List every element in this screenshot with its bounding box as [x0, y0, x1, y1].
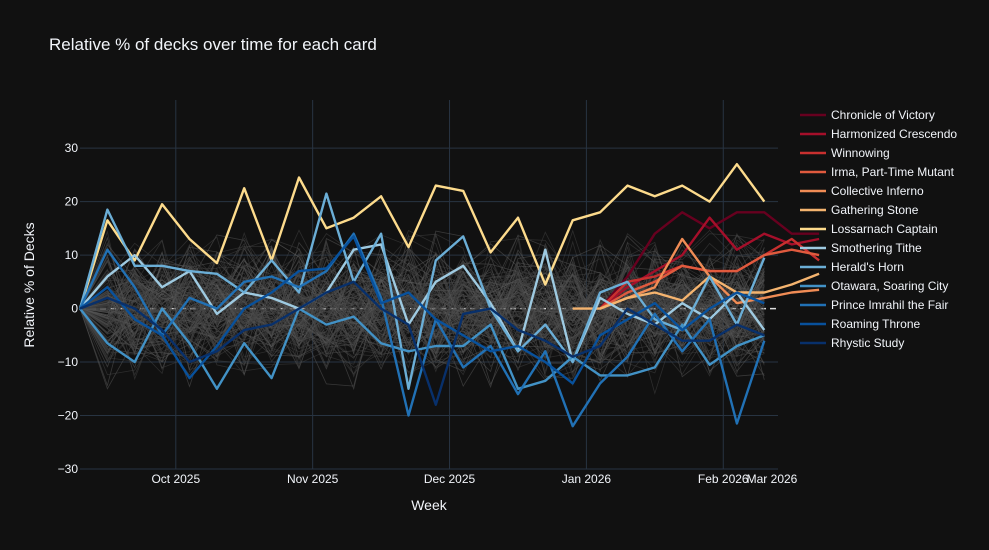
series-line-11	[79, 235, 765, 385]
legend-item[interactable]: Roaming Throne	[800, 317, 920, 331]
series-line-9	[79, 307, 765, 390]
legend-item[interactable]: Rhystic Study	[800, 336, 904, 350]
series-lines	[78, 162, 820, 428]
background-card-line	[79, 231, 765, 344]
legend-item[interactable]: Prince Imrahil the Fair	[800, 298, 948, 312]
legend-label: Chronicle of Victory	[831, 108, 935, 122]
series-line-5	[572, 272, 820, 310]
x-axis-ticks: Oct 2025 Nov 2025 Dec 2025 Jan 2026 Feb 2026…	[151, 472, 797, 486]
x-tick-label: Oct 2025	[151, 472, 200, 486]
y-axis-ticks: −30 −20 −10 0 10 20 30	[58, 141, 79, 476]
y-tick-label: −20	[58, 409, 79, 423]
legend[interactable]: Chronicle of Victory Harmonized Crescendo…	[800, 108, 957, 350]
background-card-line	[79, 283, 765, 374]
background-card-line	[79, 244, 765, 338]
legend-item[interactable]: Chronicle of Victory	[800, 108, 935, 122]
y-tick-label: 10	[65, 248, 79, 262]
legend-label: Prince Imrahil the Fair	[831, 298, 948, 312]
series-line-6	[78, 162, 766, 309]
series-line-12	[79, 280, 765, 406]
y-tick-label: −10	[58, 355, 79, 369]
legend-item[interactable]: Herald's Horn	[800, 260, 904, 274]
x-tick-label: Mar 2026	[747, 472, 798, 486]
legend-item[interactable]: Smothering Tithe	[800, 241, 922, 255]
series-line-1	[599, 216, 820, 310]
x-tick-label: Jan 2026	[562, 472, 612, 486]
background-card-line	[79, 230, 765, 345]
legend-label: Rhystic Study	[831, 336, 904, 350]
background-card-line	[79, 233, 765, 350]
legend-item[interactable]: Collective Inferno	[800, 184, 924, 198]
legend-label: Harmonized Crescendo	[831, 127, 957, 141]
y-axis-title: Relative % of Decks	[21, 222, 37, 347]
legend-label: Lossarnach Captain	[831, 222, 938, 236]
series-line-0	[599, 211, 820, 310]
background-card-line	[79, 229, 765, 351]
legend-label: Winnowing	[831, 146, 890, 160]
background-card-line	[79, 233, 765, 362]
chart-title: Relative % of decks over time for each c…	[49, 35, 377, 54]
x-tick-label: Dec 2025	[424, 472, 476, 486]
legend-label: Herald's Horn	[831, 260, 904, 274]
legend-item[interactable]: Gathering Stone	[800, 203, 919, 217]
series-line-8	[78, 192, 766, 390]
legend-label: Collective Inferno	[831, 184, 924, 198]
x-tick-label: Feb 2026	[698, 472, 749, 486]
legend-label: Gathering Stone	[831, 203, 919, 217]
legend-item[interactable]: Harmonized Crescendo	[800, 127, 957, 141]
series-line-3	[599, 248, 820, 310]
background-card-line	[79, 274, 765, 362]
legend-item[interactable]: Lossarnach Captain	[800, 222, 938, 236]
legend-label: Otawara, Soaring City	[831, 279, 948, 293]
background-card-line	[79, 244, 765, 349]
legend-item[interactable]: Otawara, Soaring City	[800, 279, 948, 293]
x-axis-title: Week	[411, 497, 448, 513]
background-card-line	[79, 251, 765, 328]
legend-item[interactable]: Winnowing	[800, 146, 890, 160]
y-tick-label: −30	[58, 462, 79, 476]
x-tick-label: Nov 2025	[287, 472, 339, 486]
legend-label: Irma, Part-Time Mutant	[831, 165, 955, 179]
legend-item[interactable]: Irma, Part-Time Mutant	[800, 165, 955, 179]
legend-label: Smothering Tithe	[831, 241, 922, 255]
y-tick-label: 20	[65, 195, 79, 209]
legend-label: Roaming Throne	[831, 317, 920, 331]
y-tick-label: 0	[71, 302, 78, 316]
y-tick-label: 30	[65, 141, 79, 155]
background-card-line	[79, 251, 765, 371]
